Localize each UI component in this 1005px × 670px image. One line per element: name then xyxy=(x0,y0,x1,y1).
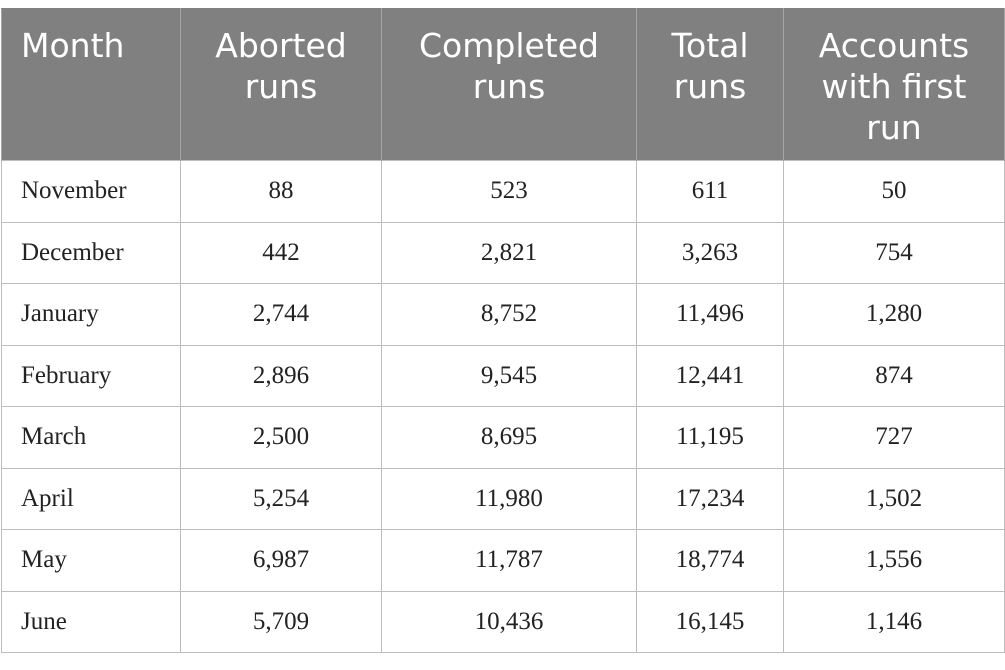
cell-aborted-runs: 6,987 xyxy=(180,529,382,592)
cell-total-runs: 611 xyxy=(636,160,784,223)
cell-month: January xyxy=(1,283,181,346)
table-row: February 2,896 9,545 12,441 874 xyxy=(1,344,1005,407)
cell-accounts-first-run: 1,556 xyxy=(783,529,1005,592)
cell-total-runs: 3,263 xyxy=(636,221,784,284)
header-total-runs: Total runs xyxy=(636,8,784,161)
cell-completed-runs: 11,787 xyxy=(381,529,637,592)
cell-completed-runs: 8,695 xyxy=(381,406,637,469)
cell-total-runs: 11,496 xyxy=(636,283,784,346)
table-header-row: Month Aborted runs Completed runs Total … xyxy=(1,8,1005,161)
cell-completed-runs: 9,545 xyxy=(381,344,637,407)
cell-accounts-first-run: 727 xyxy=(783,406,1005,469)
cell-month: February xyxy=(1,344,181,407)
cell-month: June xyxy=(1,590,181,653)
cell-accounts-first-run: 50 xyxy=(783,160,1005,223)
header-aborted-runs: Aborted runs xyxy=(180,8,382,161)
cell-aborted-runs: 2,896 xyxy=(180,344,382,407)
cell-aborted-runs: 88 xyxy=(180,160,382,223)
cell-total-runs: 16,145 xyxy=(636,590,784,653)
table-row: November 88 523 611 50 xyxy=(1,160,1005,223)
cell-completed-runs: 10,436 xyxy=(381,590,637,653)
table-row: December 442 2,821 3,263 754 xyxy=(1,221,1005,284)
cell-aborted-runs: 2,744 xyxy=(180,283,382,346)
cell-aborted-runs: 442 xyxy=(180,221,382,284)
header-accounts-first-run: Accounts with first run xyxy=(783,8,1005,161)
cell-accounts-first-run: 874 xyxy=(783,344,1005,407)
table-row: April 5,254 11,980 17,234 1,502 xyxy=(1,467,1005,530)
cell-accounts-first-run: 754 xyxy=(783,221,1005,284)
cell-month: December xyxy=(1,221,181,284)
cell-total-runs: 11,195 xyxy=(636,406,784,469)
cell-aborted-runs: 5,254 xyxy=(180,467,382,530)
cell-total-runs: 18,774 xyxy=(636,529,784,592)
table-row: June 5,709 10,436 16,145 1,146 xyxy=(1,590,1005,653)
cell-total-runs: 17,234 xyxy=(636,467,784,530)
header-month: Month xyxy=(1,8,181,161)
table-row: May 6,987 11,787 18,774 1,556 xyxy=(1,529,1005,592)
cell-accounts-first-run: 1,146 xyxy=(783,590,1005,653)
cell-month: March xyxy=(1,406,181,469)
cell-month: May xyxy=(1,529,181,592)
cell-accounts-first-run: 1,502 xyxy=(783,467,1005,530)
cell-total-runs: 12,441 xyxy=(636,344,784,407)
cell-aborted-runs: 2,500 xyxy=(180,406,382,469)
cell-completed-runs: 8,752 xyxy=(381,283,637,346)
header-completed-runs: Completed runs xyxy=(381,8,637,161)
table-row: March 2,500 8,695 11,195 727 xyxy=(1,406,1005,469)
table-row: January 2,744 8,752 11,496 1,280 xyxy=(1,283,1005,346)
runs-table: Month Aborted runs Completed runs Total … xyxy=(1,8,1005,653)
cell-completed-runs: 523 xyxy=(381,160,637,223)
cell-completed-runs: 11,980 xyxy=(381,467,637,530)
cell-aborted-runs: 5,709 xyxy=(180,590,382,653)
cell-accounts-first-run: 1,280 xyxy=(783,283,1005,346)
cell-month: November xyxy=(1,160,181,223)
cell-month: April xyxy=(1,467,181,530)
cell-completed-runs: 2,821 xyxy=(381,221,637,284)
